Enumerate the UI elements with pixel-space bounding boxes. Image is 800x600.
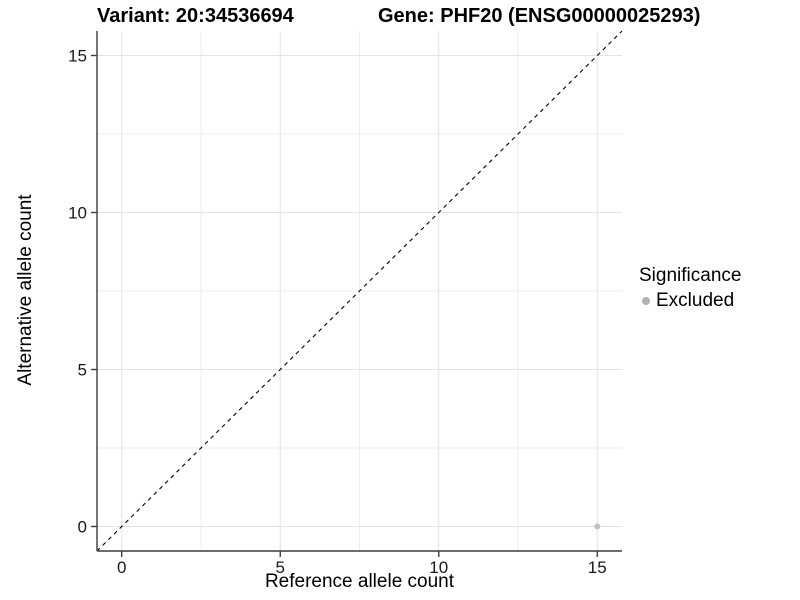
x-tick-label: 15 bbox=[588, 558, 607, 577]
gene-title: Gene: PHF20 (ENSG00000025293) bbox=[378, 5, 701, 27]
excluded-point-icon bbox=[642, 297, 650, 305]
legend: Significance Excluded bbox=[637, 265, 741, 312]
legend-item-excluded: Excluded bbox=[637, 290, 741, 312]
y-tick-label: 15 bbox=[68, 46, 87, 65]
x-tick-label: 5 bbox=[276, 558, 285, 577]
x-tick-label: 10 bbox=[429, 558, 448, 577]
x-tick-label: 0 bbox=[117, 558, 126, 577]
legend-item-label: Excluded bbox=[656, 290, 735, 311]
y-axis-title: Alternative allele count bbox=[15, 194, 36, 386]
y-tick-label: 5 bbox=[78, 361, 87, 380]
y-tick-label: 10 bbox=[68, 203, 87, 222]
legend-title: Significance bbox=[639, 265, 742, 286]
identity-line bbox=[96, 30, 623, 552]
x-axis-title: Reference allele count bbox=[264, 571, 455, 592]
y-tick-label: 0 bbox=[78, 518, 87, 537]
data-point bbox=[594, 523, 601, 530]
variant-title: Variant: 20:34536694 bbox=[97, 5, 294, 27]
